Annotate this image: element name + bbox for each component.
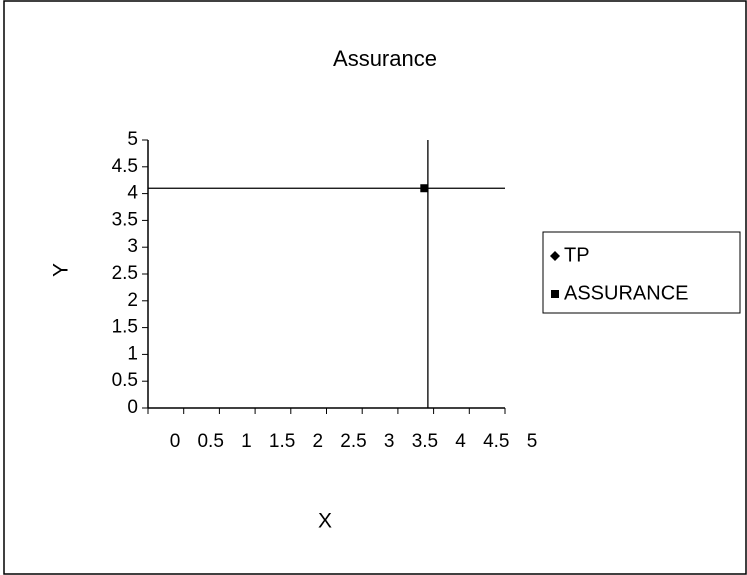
y-tick-label: 5 (127, 129, 138, 150)
legend-label: ASSURANCE (564, 282, 688, 304)
x-tick-label: 0.5 (197, 431, 223, 452)
y-tick-label: 2 (127, 290, 138, 311)
y-tick-label: 4 (127, 183, 138, 204)
y-tick-label: 2.5 (112, 263, 138, 284)
x-axis-label: X (318, 510, 332, 533)
x-tick-label: 2.5 (340, 431, 366, 452)
series-line (148, 140, 505, 408)
y-tick-label: 3 (127, 236, 138, 257)
chart-title: Assurance (333, 46, 437, 71)
x-tick-label: 3.5 (412, 431, 438, 452)
x-tick-label: 5 (527, 431, 538, 452)
legend-label: TP (564, 244, 590, 266)
y-tick-label: 4.5 (112, 156, 138, 177)
y-tick-label: 0.5 (112, 370, 138, 391)
x-tick-label: 3 (384, 431, 395, 452)
x-tick-label: 0 (170, 431, 181, 452)
x-tick-label: 2 (313, 431, 324, 452)
x-tick-label: 4.5 (483, 431, 509, 452)
x-tick-label: 1 (241, 431, 252, 452)
x-tick-label: 1.5 (269, 431, 295, 452)
y-tick-label: 0 (127, 397, 138, 418)
legend-marker (550, 251, 560, 261)
chart-border (3, 0, 747, 575)
y-tick-label: 1 (127, 343, 138, 364)
legend-box (542, 231, 741, 314)
y-axis-label: Y (50, 263, 73, 277)
y-tick-label: 3.5 (112, 209, 138, 230)
data-point (420, 184, 429, 193)
legend-marker (551, 290, 559, 298)
y-tick-label: 1.5 (112, 317, 138, 338)
x-tick-label: 4 (455, 431, 466, 452)
